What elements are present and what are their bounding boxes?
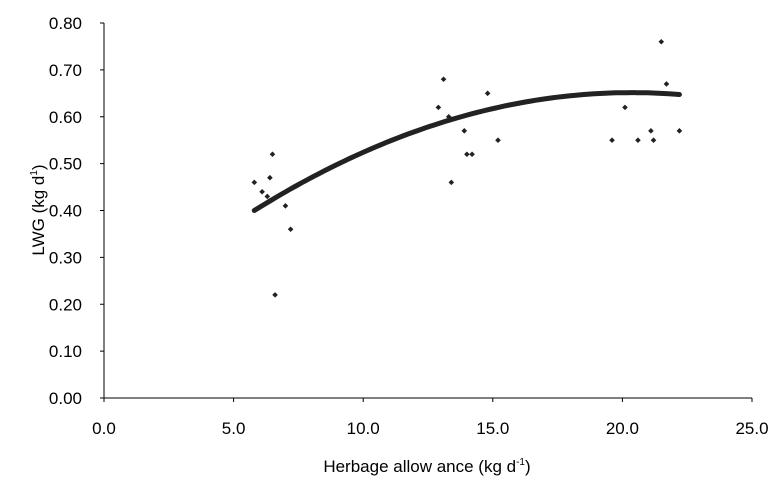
y-tick-label: 0.20 (49, 295, 82, 314)
data-point (484, 90, 491, 97)
y-tick-label: 0.60 (49, 108, 82, 127)
data-points (251, 38, 683, 298)
x-tick-label: 20.0 (606, 419, 639, 438)
data-point (435, 104, 442, 111)
y-axis-title: LWG (kg d1) (29, 164, 48, 255)
data-point (445, 113, 452, 120)
data-point (635, 137, 641, 143)
x-tick-label: 10.0 (347, 419, 380, 438)
y-tick-label: 0.80 (49, 14, 82, 33)
data-point (287, 226, 294, 233)
axes (103, 23, 752, 399)
x-ticks: 0.0 5.0 10.0 15.0 20.0 25.0 (92, 398, 768, 438)
data-point (650, 137, 657, 143)
data-point (269, 151, 276, 158)
y-tick-label: 0.30 (49, 248, 82, 267)
data-point (440, 76, 447, 83)
y-tick-label: 0.00 (49, 389, 82, 408)
x-tick-label: 15.0 (476, 419, 509, 438)
data-point (676, 128, 683, 134)
y-tick-label: 0.10 (49, 342, 82, 361)
data-point (264, 193, 271, 200)
y-tick-label: 0.40 (49, 202, 82, 221)
data-point (622, 104, 628, 111)
data-point (648, 128, 654, 134)
x-tick-label: 25.0 (735, 419, 768, 438)
x-tick-label: 5.0 (222, 419, 246, 438)
data-point (282, 203, 289, 209)
data-point (495, 137, 501, 143)
x-tick-label: 0.0 (92, 419, 116, 438)
data-point (461, 128, 468, 134)
data-point (469, 151, 475, 158)
y-tick-label: 0.50 (49, 155, 82, 174)
data-point (464, 151, 470, 158)
data-point (448, 179, 455, 186)
y-tick-label: 0.70 (49, 61, 82, 80)
data-point (609, 137, 615, 143)
data-point (658, 38, 665, 45)
x-axis-title: Herbage allow ance (kg d-1) (323, 457, 530, 476)
data-point (267, 174, 273, 181)
trendline (251, 90, 682, 213)
data-point (251, 179, 258, 186)
data-point (259, 188, 265, 195)
data-point (663, 81, 670, 87)
y-ticks: 0.00 0.10 0.20 0.30 0.40 0.50 0.60 0.70 0.80 (49, 14, 104, 408)
data-point (272, 292, 278, 298)
